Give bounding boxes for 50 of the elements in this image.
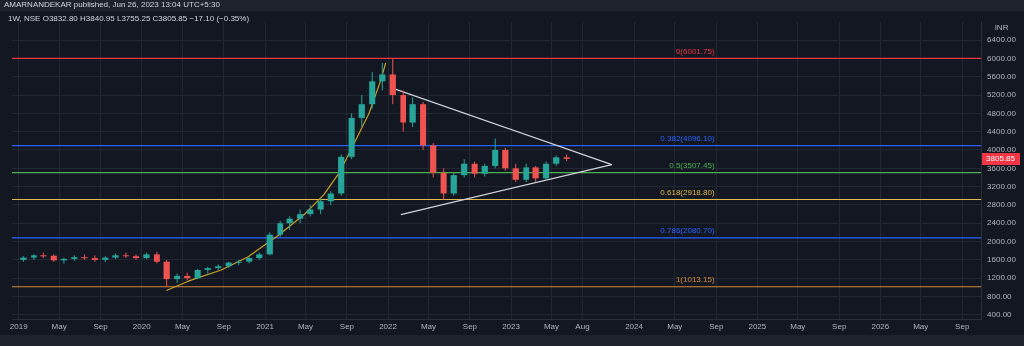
ref-line-label: 0(6001.75) bbox=[675, 46, 715, 56]
y-tick-label: 400.00 bbox=[987, 310, 1013, 320]
y-tick-label: 5600.00 bbox=[987, 71, 1017, 81]
x-tick-label: May bbox=[420, 322, 437, 332]
x-tick-label: 2025 bbox=[748, 322, 767, 332]
y-axis-title: INR bbox=[994, 23, 1009, 32]
x-tick-label: Sep bbox=[832, 322, 847, 332]
x-tick-label: May bbox=[51, 322, 67, 332]
x-tick-label: 2019 bbox=[9, 322, 29, 332]
x-tick-label: Sep bbox=[93, 322, 109, 332]
y-tick-label: 4800.00 bbox=[987, 108, 1017, 118]
y-tick-label: 1600.00 bbox=[987, 255, 1017, 265]
x-tick-label: 2024 bbox=[625, 322, 644, 332]
chart-title: 1W, NSE O3832.80 H3840.95 L3755.25 C3805.85 −17.10 (−0.35%) bbox=[8, 14, 250, 23]
x-tick-label: May bbox=[913, 322, 929, 332]
y-tick-label: 3600.00 bbox=[987, 163, 1017, 173]
y-tick-label: 6000.00 bbox=[987, 53, 1017, 63]
x-tick-label: 2026 bbox=[871, 322, 890, 332]
x-tick-label: Sep bbox=[339, 322, 355, 332]
y-tick-label: 4000.00 bbox=[987, 145, 1017, 155]
y-tick-label: 2400.00 bbox=[987, 218, 1017, 228]
x-tick-label: Sep bbox=[709, 322, 724, 332]
x-tick-label: May bbox=[667, 322, 683, 332]
x-tick-label: 2023 bbox=[502, 322, 521, 332]
ref-line-label: 1(1013.15) bbox=[675, 274, 715, 284]
x-tick-label: May bbox=[174, 322, 191, 332]
y-tick-label: 4400.00 bbox=[987, 126, 1017, 136]
ref-line-label: 0.786(2080.70) bbox=[660, 226, 715, 236]
y-tick-label: 1200.00 bbox=[987, 273, 1017, 283]
x-tick-label: Sep bbox=[955, 322, 970, 332]
x-tick-label: 2020 bbox=[132, 322, 152, 332]
x-tick-label: May bbox=[543, 322, 560, 332]
x-tick-label: 2021 bbox=[256, 322, 275, 332]
x-tick-label: May bbox=[297, 322, 314, 332]
text: 3805.85 bbox=[986, 154, 1016, 164]
x-tick-label: 2022 bbox=[379, 322, 398, 332]
y-tick-label: 2000.00 bbox=[987, 236, 1017, 246]
y-tick-label: 3200.00 bbox=[987, 181, 1017, 191]
ref-line-label: 0.5(3507.45) bbox=[669, 160, 715, 170]
ref-line-label: 0.618(2918.80) bbox=[660, 187, 715, 197]
x-tick-label: Sep bbox=[216, 322, 232, 332]
y-tick-label: 5200.00 bbox=[987, 90, 1017, 100]
y-tick-label: 2800.00 bbox=[987, 200, 1017, 210]
x-tick-label: Sep bbox=[462, 322, 478, 332]
x-tick-label: May bbox=[790, 322, 806, 332]
ref-line-label: 0.382(4096.10) bbox=[660, 133, 715, 143]
y-tick-label: 800.00 bbox=[987, 291, 1013, 301]
x-tick-label: Aug bbox=[575, 322, 590, 332]
y-tick-label: 6400.00 bbox=[987, 35, 1017, 45]
text: AMARNANDEKAR published, Jun 26, 2023 13:04 UTC+5:30 bbox=[4, 0, 220, 9]
